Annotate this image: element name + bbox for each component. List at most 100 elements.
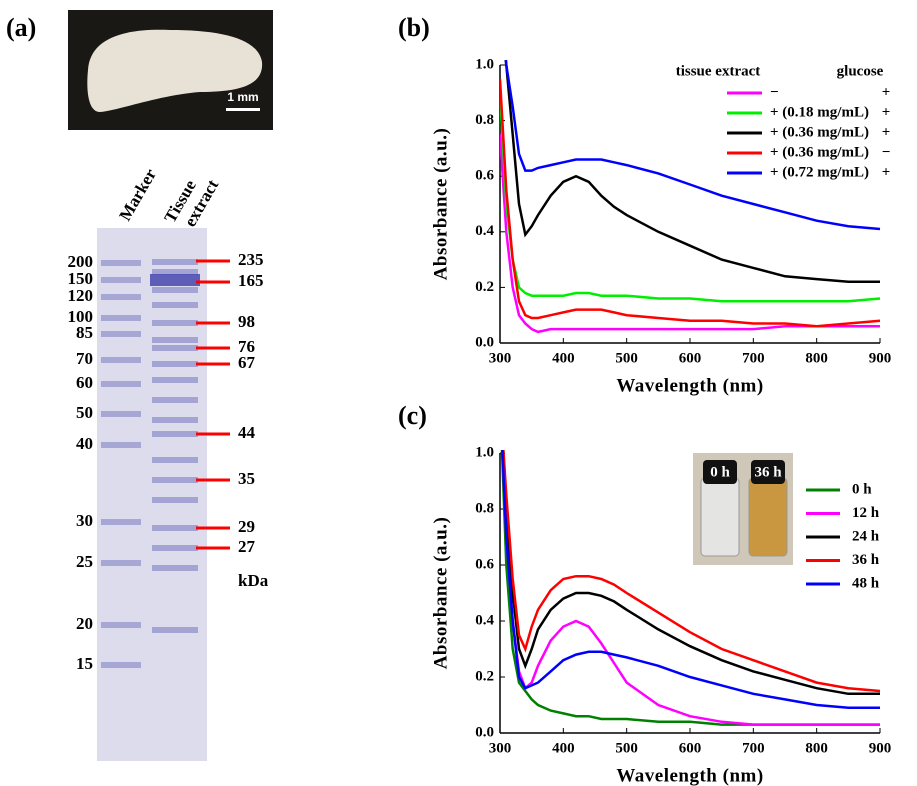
inset-label: 0 h — [710, 464, 730, 480]
gel-band — [101, 560, 141, 566]
vial — [701, 478, 739, 556]
band-size: 235 — [238, 250, 264, 269]
gel-band — [152, 627, 198, 633]
gel-band — [152, 457, 198, 463]
legend-glucose: + — [882, 84, 891, 100]
x-tick-label: 400 — [552, 740, 575, 756]
gel-band — [101, 277, 141, 283]
y-tick-label: 1.0 — [475, 56, 494, 72]
vial — [749, 478, 787, 556]
legend-glucose: + — [882, 164, 891, 180]
legend-glucose: + — [882, 104, 891, 120]
legend-glucose: + — [882, 124, 891, 140]
gel-band — [101, 662, 141, 668]
x-tick-label: 700 — [742, 350, 765, 366]
gel-band — [101, 260, 141, 266]
legend-label: 36 h — [852, 552, 880, 568]
legend-label: − — [770, 84, 779, 100]
legend-label: 24 h — [852, 528, 880, 544]
y-tick-label: 0.2 — [475, 668, 494, 684]
y-tick-label: 0.4 — [475, 612, 494, 628]
marker-size: 30 — [76, 511, 93, 530]
y-axis-title: Absorbance (a.u.) — [430, 128, 451, 281]
legend-label: + (0.36 mg/mL) — [770, 124, 869, 140]
marker-size: 20 — [76, 614, 93, 633]
y-tick-label: 0.8 — [475, 500, 494, 516]
band-size: 27 — [238, 537, 256, 556]
gel-band — [152, 287, 198, 293]
gel-band — [152, 477, 198, 483]
y-tick-label: 0.4 — [475, 223, 494, 239]
marker-size: 25 — [76, 552, 93, 571]
panel-label: (a) — [6, 13, 36, 42]
gel-band — [152, 337, 198, 343]
marker-size: 40 — [76, 434, 93, 453]
y-tick-label: 0.2 — [475, 279, 494, 295]
band-size: 165 — [238, 271, 264, 290]
y-tick-label: 0.0 — [475, 334, 494, 350]
y-axis-title: Absorbance (a.u.) — [430, 517, 451, 670]
x-tick-label: 400 — [552, 350, 575, 366]
marker-size: 70 — [76, 349, 93, 368]
x-tick-label: 600 — [679, 740, 702, 756]
gel-band — [101, 411, 141, 417]
y-tick-label: 0.6 — [475, 556, 494, 572]
x-tick-label: 300 — [489, 740, 512, 756]
figure: 1 mm (a) Marker Tissue extract kDa 0 h 3… — [0, 0, 917, 786]
scale-label: 1 mm — [227, 90, 258, 104]
x-tick-label: 600 — [679, 350, 702, 366]
scale-bar — [226, 108, 260, 111]
series-line — [500, 397, 880, 694]
y-tick-label: 0.8 — [475, 112, 494, 128]
gel-band — [101, 442, 141, 448]
inset-label: 36 h — [754, 464, 782, 480]
x-tick-label: 500 — [615, 350, 638, 366]
gel-band — [101, 315, 141, 321]
gel-band — [101, 294, 141, 300]
x-tick-label: 800 — [805, 350, 828, 366]
legend-label: + (0.18 mg/mL) — [770, 104, 869, 120]
marker-size: 15 — [76, 654, 93, 673]
gel-band — [152, 525, 198, 531]
gel-band — [152, 320, 198, 326]
gel-band — [150, 274, 200, 286]
gel-band — [101, 622, 141, 628]
gel-band — [152, 259, 198, 265]
gel-band — [101, 381, 141, 387]
x-tick-label: 500 — [615, 740, 638, 756]
band-size: 67 — [238, 353, 256, 372]
legend-label: + (0.72 mg/mL) — [770, 164, 869, 180]
panel-label: (b) — [398, 13, 430, 42]
x-axis-title: Wavelength (nm) — [616, 765, 763, 786]
marker-size: 120 — [68, 286, 94, 305]
x-axis-title: Wavelength (nm) — [616, 375, 763, 396]
legend-label: 12 h — [852, 505, 880, 521]
legend-glucose: − — [882, 144, 891, 160]
gel-band — [152, 302, 198, 308]
band-size: 98 — [238, 312, 255, 331]
y-tick-label: 0.0 — [475, 724, 494, 740]
band-size: 29 — [238, 517, 255, 536]
legend-label: 48 h — [852, 575, 880, 591]
y-tick-label: 1.0 — [475, 444, 494, 460]
band-size: 44 — [238, 423, 256, 442]
legend-label: 0 h — [852, 481, 872, 497]
gel-band — [152, 397, 198, 403]
band-size: 35 — [238, 469, 255, 488]
gel-band — [101, 357, 141, 363]
gel-band — [152, 545, 198, 551]
unit-label: kDa — [238, 571, 269, 590]
gel-band — [152, 565, 198, 571]
marker-size: 60 — [76, 373, 93, 392]
marker-size: 85 — [76, 323, 93, 342]
legend-header: glucose — [837, 63, 884, 79]
gel-band — [152, 377, 198, 383]
y-tick-label: 0.6 — [475, 168, 494, 184]
x-tick-label: 700 — [742, 740, 765, 756]
gel-band — [101, 331, 141, 337]
x-tick-label: 900 — [869, 740, 892, 756]
legend-label: + (0.36 mg/mL) — [770, 144, 869, 160]
lane-label: Marker — [115, 165, 160, 224]
gel-band — [152, 497, 198, 503]
gel-band — [152, 345, 198, 351]
